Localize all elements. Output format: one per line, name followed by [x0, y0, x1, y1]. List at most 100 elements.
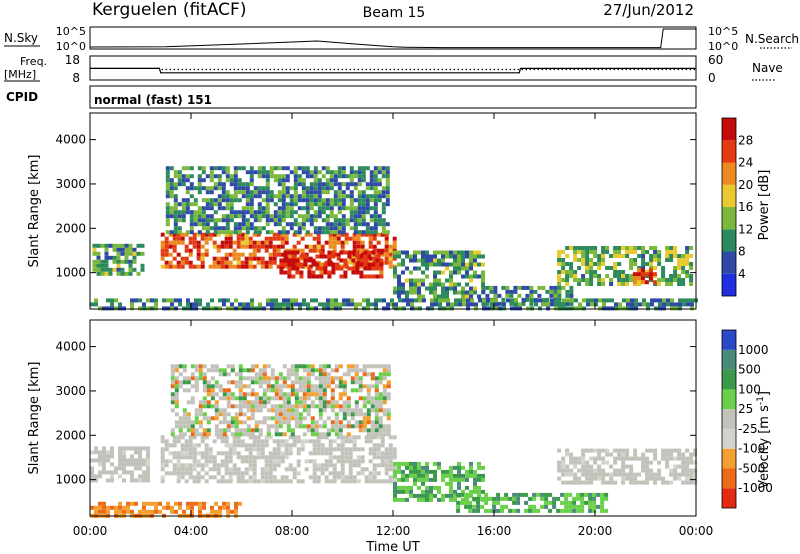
heatmap-cell: [441, 477, 445, 482]
heatmap-cell: [278, 408, 283, 413]
heatmap-cell: [246, 384, 251, 389]
heatmap-cell: [693, 472, 698, 477]
heatmap-cell: [246, 306, 250, 311]
heatmap-cell: [374, 396, 379, 401]
heatmap-cell: [585, 258, 590, 262]
heatmap-cell: [652, 280, 657, 285]
heatmap-cell: [365, 222, 370, 227]
heatmap-cell: [154, 509, 158, 514]
heatmap-cell: [132, 259, 137, 264]
heatmap-cell: [630, 306, 634, 311]
heatmap-cell: [246, 408, 251, 413]
heatmap-cell: [464, 500, 469, 505]
heatmap-cell: [379, 250, 384, 255]
heatmap-cell: [373, 190, 378, 195]
heatmap-cell: [258, 400, 263, 405]
heatmap-cell: [367, 266, 372, 271]
heatmap-cell: [626, 298, 630, 303]
heatmap-cell: [224, 451, 229, 456]
heatmap-cell: [362, 372, 367, 377]
heatmap-cell: [650, 298, 654, 303]
heatmap-cell: [681, 270, 686, 274]
heatmap-cell: [260, 244, 265, 249]
heatmap-cell: [641, 258, 646, 262]
heatmap-cell: [317, 194, 322, 199]
heatmap-cell: [240, 244, 245, 249]
heatmap-cell: [393, 481, 397, 486]
heatmap-cell: [457, 270, 461, 275]
heatmap-cell: [606, 306, 610, 311]
heatmap-cell: [226, 380, 231, 385]
heatmap-cell: [98, 306, 102, 311]
heatmap-cell: [254, 306, 258, 311]
heatmap-cell: [649, 262, 654, 266]
heatmap-cell: [634, 298, 638, 303]
heatmap-cell: [178, 372, 183, 377]
heatmap-cell: [204, 459, 209, 464]
heatmap-cell: [369, 206, 374, 211]
heatmap-cell: [265, 198, 270, 203]
heatmap-cell: [337, 190, 342, 195]
heatmap-cell: [240, 479, 245, 484]
heatmap-cell: [264, 260, 269, 265]
heatmap-cell: [544, 496, 549, 501]
heatmap-cell: [182, 408, 187, 413]
heatmap-cell: [425, 262, 429, 267]
heatmap-cell: [482, 306, 486, 311]
heatmap-cell: [353, 218, 358, 223]
heatmap-cell: [214, 416, 219, 421]
heatmap-cell: [685, 250, 690, 254]
heatmap-cell: [272, 479, 277, 484]
heatmap-cell: [398, 306, 402, 311]
heatmap-cell: [368, 244, 373, 249]
heatmap-cell: [112, 243, 117, 248]
heatmap-cell: [246, 432, 251, 437]
heatmap-cell: [673, 266, 678, 270]
heatmap-cell: [581, 246, 586, 250]
heatmap-cell: [198, 509, 202, 514]
heatmap-cell: [625, 278, 630, 282]
velocity-colorbar-tick: 25: [738, 402, 753, 416]
heatmap-cell: [197, 206, 202, 211]
heatmap-cell: [669, 282, 674, 286]
heatmap-cell: [185, 210, 190, 215]
heatmap-cell: [221, 218, 226, 223]
heatmap-cell: [186, 380, 191, 385]
heatmap-cell: [374, 424, 379, 429]
heatmap-cell: [633, 258, 638, 262]
heatmap-cell: [257, 170, 262, 175]
heatmap-cell: [285, 230, 290, 235]
heatmap-cell: [339, 258, 344, 263]
heatmap-cell: [397, 282, 401, 287]
heatmap-cell: [180, 467, 185, 472]
heatmap-cell: [280, 475, 285, 480]
heatmap-cell: [336, 236, 341, 241]
heatmap-cell: [669, 472, 674, 477]
heatmap-cell: [367, 274, 372, 279]
heatmap-cell: [334, 432, 339, 437]
heatmap-cell: [374, 400, 379, 405]
heatmap-cell: [593, 270, 598, 274]
heatmap-cell: [322, 372, 327, 377]
heatmap-cell: [649, 468, 654, 473]
heatmap-cell: [272, 260, 277, 265]
heatmap-cell: [376, 435, 381, 440]
heatmap-cell: [214, 368, 219, 373]
heatmap-cell: [234, 396, 239, 401]
heatmap-cell: [225, 170, 230, 175]
heatmap-cell: [597, 282, 602, 286]
heatmap-cell: [196, 463, 201, 468]
heatmap-cell: [120, 247, 125, 252]
heatmap-cell: [128, 267, 133, 272]
heatmap-cell: [323, 266, 328, 271]
heatmap-cell: [661, 456, 666, 461]
heatmap-cell: [413, 469, 417, 474]
heatmap-cell: [368, 479, 373, 484]
heatmap-cell: [209, 206, 214, 211]
heatmap-cell: [359, 274, 364, 279]
heatmap-cell: [252, 244, 257, 249]
heatmap-cell: [332, 475, 337, 480]
heatmap-cell: [632, 280, 637, 285]
heatmap-cell: [340, 467, 345, 472]
heatmap-cell: [226, 298, 230, 303]
